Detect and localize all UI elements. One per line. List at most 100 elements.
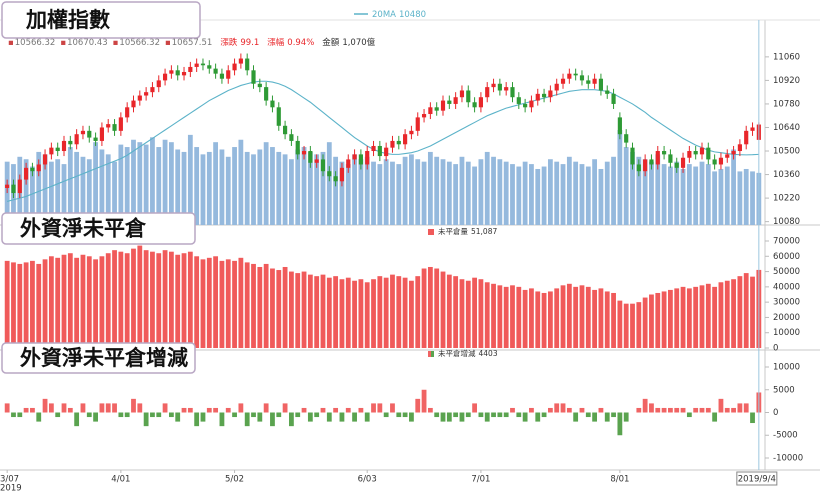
candle-body	[668, 154, 673, 163]
volume-bar	[547, 159, 553, 225]
y-tick-label: 10500	[773, 147, 800, 157]
bar	[655, 407, 661, 413]
volume-bar	[415, 159, 421, 225]
candle-body	[396, 140, 401, 145]
bar	[339, 412, 345, 422]
candle-body	[541, 93, 547, 98]
bar	[396, 276, 402, 349]
volume-bar	[36, 151, 42, 225]
bar	[67, 253, 73, 349]
candle-body	[478, 97, 483, 108]
bar	[124, 253, 130, 349]
bar	[566, 283, 572, 349]
bar	[446, 412, 452, 422]
candle-body	[188, 66, 193, 72]
y-tick-label: 40000	[773, 282, 800, 292]
candle-body	[150, 87, 155, 93]
volume-bar	[459, 156, 465, 225]
bar	[105, 403, 111, 413]
bar	[554, 288, 560, 349]
candle-body	[466, 90, 471, 103]
bar	[11, 262, 16, 349]
bar	[560, 285, 566, 349]
volume-bar	[724, 166, 730, 225]
bar	[541, 412, 547, 418]
bar	[339, 279, 345, 349]
legend-swatch	[431, 351, 434, 357]
candle-body	[516, 97, 521, 104]
candle-body	[251, 70, 256, 84]
bar	[4, 260, 10, 349]
candle-body	[301, 151, 307, 155]
x-tick-label: 3/07	[0, 475, 19, 485]
legend-swatch	[431, 229, 434, 235]
bar	[61, 403, 67, 413]
bar	[668, 289, 673, 349]
bar	[579, 285, 585, 349]
bar	[263, 263, 269, 349]
candle-body	[409, 130, 414, 135]
bar	[472, 403, 477, 413]
candle-body	[5, 184, 10, 189]
bar	[333, 276, 339, 349]
title-box	[1, 1, 201, 39]
bar	[693, 407, 699, 413]
bar	[415, 398, 421, 413]
volume-bar	[42, 154, 48, 225]
ohlc-icon: ▪	[165, 38, 171, 48]
y-tick-label: 10220	[773, 194, 800, 204]
bar	[693, 286, 699, 349]
candle-body	[712, 159, 717, 165]
y-tick-label: 30000	[773, 298, 800, 308]
bar	[390, 274, 395, 349]
candle-body	[61, 140, 67, 152]
y-tick-label: -10000	[773, 453, 803, 463]
candle-body	[662, 151, 667, 155]
candle-body	[737, 144, 742, 152]
candle-body	[264, 87, 269, 101]
x-tick-label: 4/01	[111, 475, 130, 485]
bar	[93, 259, 98, 349]
volume-bar	[522, 161, 528, 225]
x-year-label: 2019	[0, 484, 22, 491]
bar	[699, 407, 705, 413]
bar	[168, 251, 174, 349]
candle-body	[440, 100, 446, 111]
candle-body	[226, 70, 231, 79]
volume-bar	[592, 159, 598, 225]
bar	[668, 407, 673, 413]
bar	[118, 251, 124, 349]
candle-body	[750, 127, 755, 131]
volume-bar	[497, 159, 503, 225]
volume-bar	[276, 151, 282, 225]
volume-bar	[642, 159, 648, 225]
candle-body	[320, 159, 326, 172]
candle-body	[504, 87, 509, 91]
bar	[409, 280, 414, 349]
candle-body	[169, 70, 174, 74]
candle-body	[567, 73, 572, 79]
legend-text: 未平倉增減 4403	[438, 348, 498, 358]
bar	[699, 285, 705, 349]
volume-bar	[301, 147, 307, 225]
ohlc-legend: ▪10566.32 ▪10670.43 ▪10566.32 ▪10657.51 漲跌 99…	[8, 37, 376, 48]
bar	[579, 407, 585, 413]
bar	[112, 250, 117, 349]
bar	[74, 412, 80, 427]
bar	[326, 412, 332, 422]
bar	[623, 303, 629, 349]
volume-bar	[175, 149, 181, 225]
bar	[301, 271, 307, 349]
bar	[150, 412, 155, 418]
bar	[187, 407, 193, 413]
volume-bar	[238, 139, 244, 225]
candle-body	[200, 63, 206, 66]
bar	[440, 271, 446, 349]
volume-bar	[390, 161, 395, 225]
bar	[737, 276, 743, 349]
legend-item-label: 漲跌	[220, 37, 238, 48]
bar	[345, 407, 351, 413]
volume-bar	[219, 149, 225, 225]
candle-body	[238, 58, 243, 64]
bar	[453, 412, 459, 418]
